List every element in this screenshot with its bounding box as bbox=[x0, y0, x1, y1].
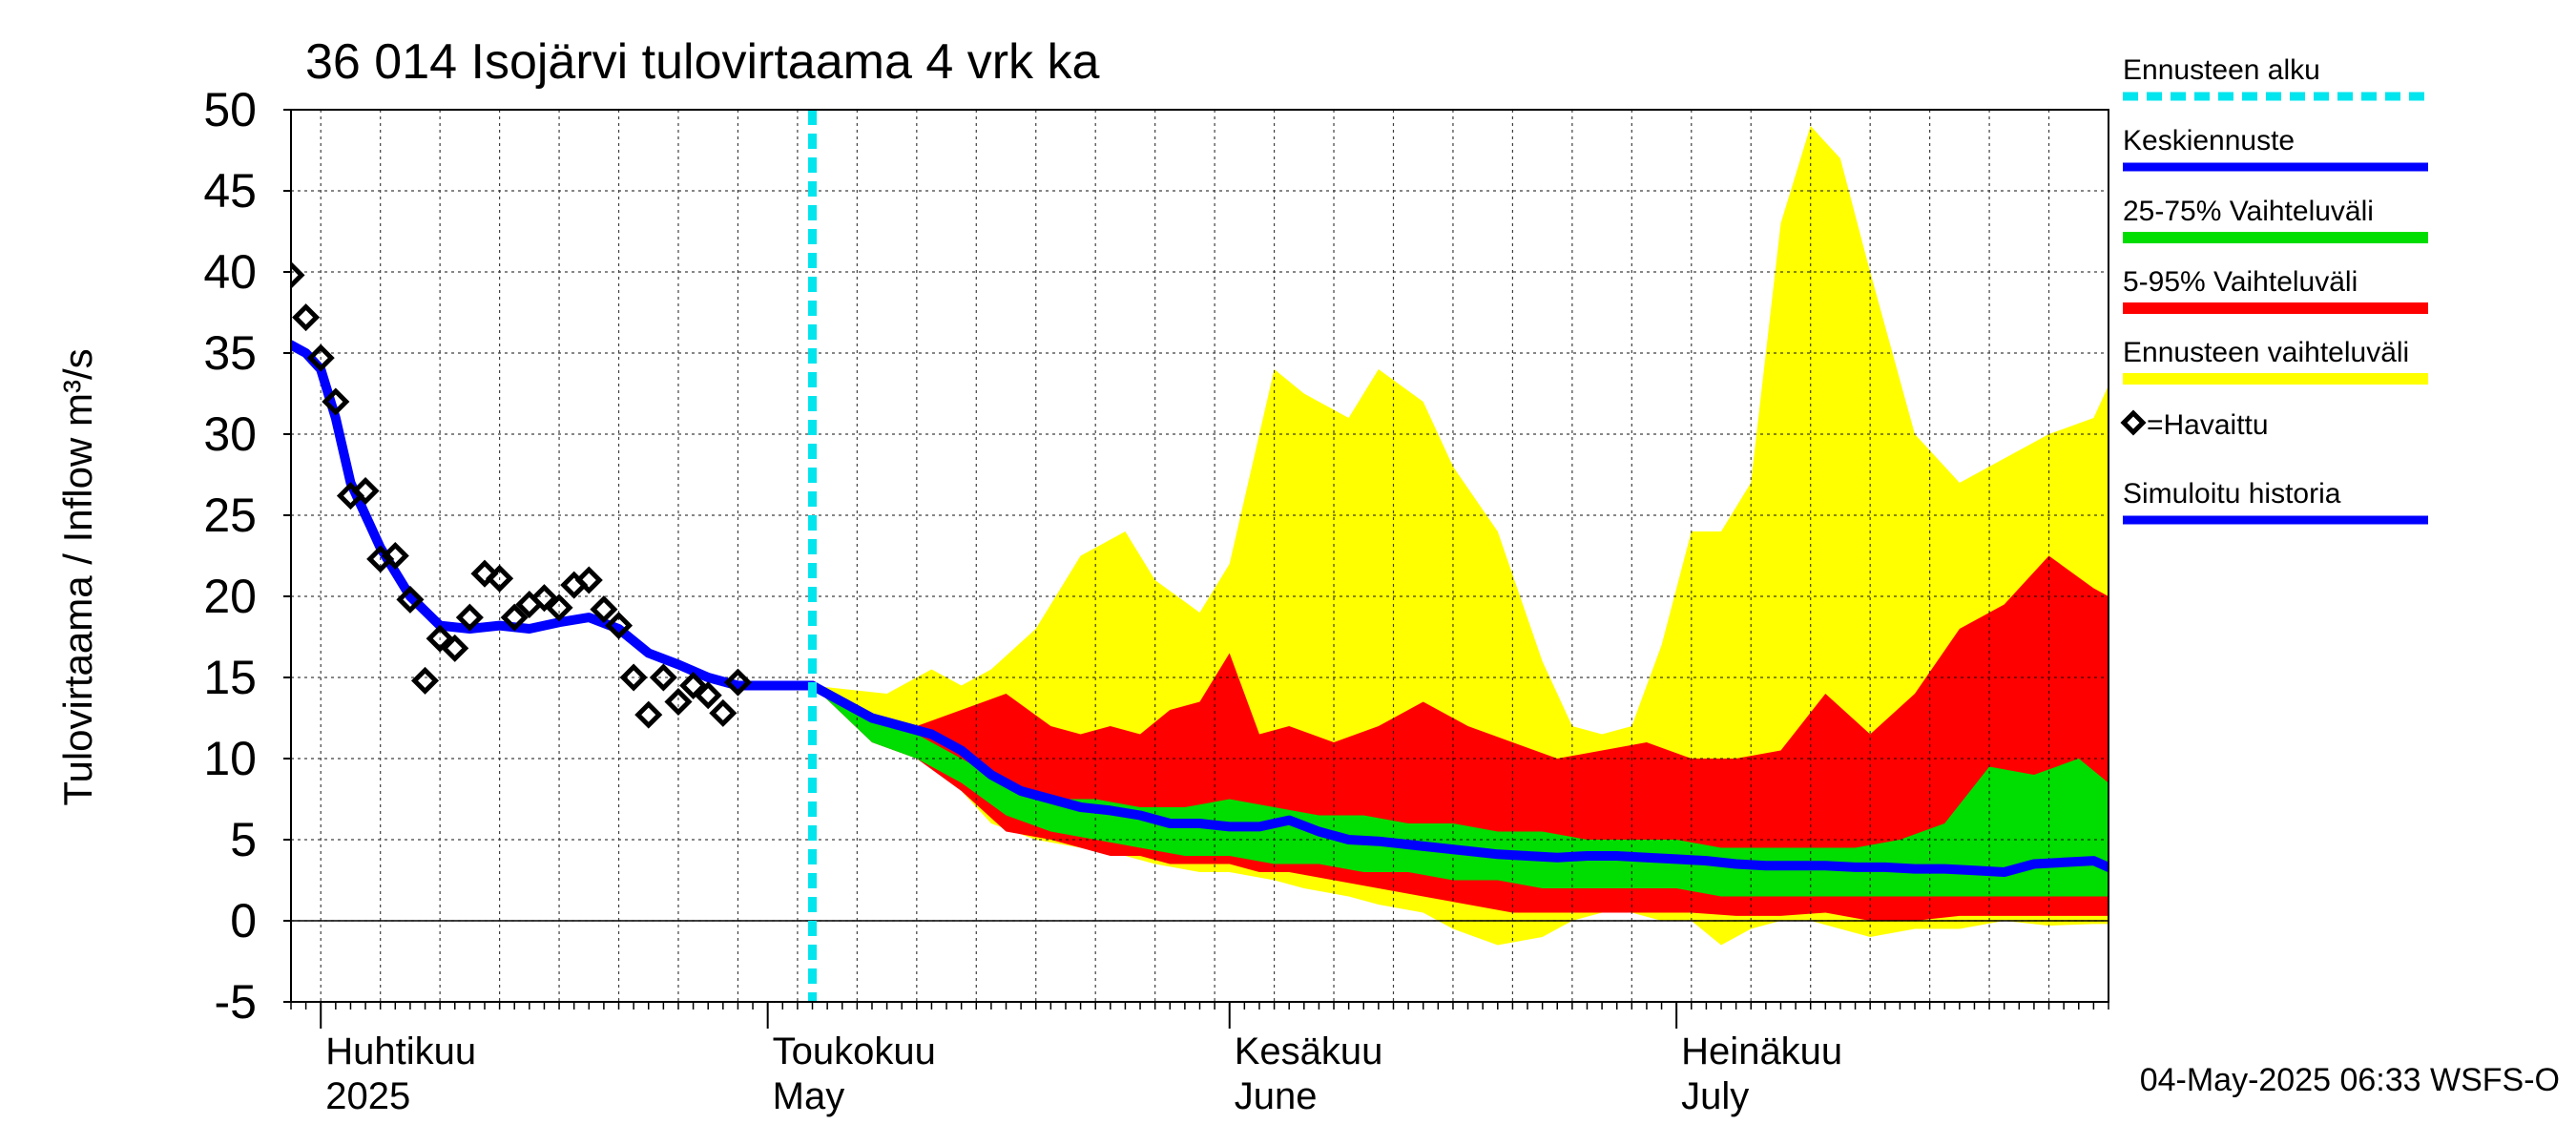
x-month-label: Kesäkuu bbox=[1235, 1030, 1383, 1072]
x-month-sublabel: May bbox=[773, 1075, 845, 1117]
y-axis-label: Tulovirtaama / Inflow m³/s bbox=[55, 348, 100, 805]
footer-timestamp: 04-May-2025 06:33 WSFS-O bbox=[2140, 1062, 2560, 1098]
band-25-75-vaihteluv-li bbox=[812, 685, 2109, 897]
y-tick-label: 45 bbox=[203, 164, 257, 218]
legend-label: Ennusteen alku bbox=[2123, 54, 2320, 86]
legend-label: Keskiennuste bbox=[2123, 125, 2295, 156]
observed-point bbox=[426, 624, 454, 653]
legend-label: 5-95% Vaihteluväli bbox=[2123, 266, 2358, 298]
observed-point bbox=[322, 387, 350, 416]
y-tick-label: 15 bbox=[203, 651, 257, 704]
legend-label: Simuloitu historia bbox=[2123, 478, 2341, 510]
legend-item: Simuloitu historia bbox=[2123, 478, 2428, 525]
observed-point bbox=[410, 666, 440, 695]
observed-point bbox=[441, 634, 469, 662]
observed-point bbox=[292, 303, 321, 332]
observed-point bbox=[634, 700, 663, 729]
observed-point bbox=[455, 603, 484, 632]
observed-point bbox=[723, 668, 752, 697]
observed-point bbox=[709, 698, 737, 727]
observed-point bbox=[574, 566, 603, 594]
legend-item: Keskiennuste bbox=[2123, 125, 2428, 172]
y-tick-label: 30 bbox=[203, 407, 257, 461]
y-tick-label: 0 bbox=[230, 894, 257, 947]
axes: -505101520253035404550Huhtikuu2025Toukok… bbox=[203, 83, 2109, 1117]
legend-label: Ennusteen vaihteluväli bbox=[2123, 337, 2409, 368]
plot-area bbox=[291, 110, 2109, 1002]
y-tick-label: 40 bbox=[203, 245, 257, 299]
legend-item: 5-95% Vaihteluväli bbox=[2123, 266, 2428, 314]
x-month-label: Toukokuu bbox=[773, 1030, 936, 1072]
y-tick-label: 25 bbox=[203, 489, 257, 542]
observed-point bbox=[649, 663, 677, 692]
observed-point bbox=[694, 681, 722, 710]
x-month-sublabel: July bbox=[1681, 1075, 1749, 1117]
observed-point bbox=[619, 663, 648, 692]
x-month-sublabel: 2025 bbox=[325, 1075, 410, 1117]
chart-title: 36 014 Isojärvi tulovirtaama 4 vrk ka bbox=[305, 34, 1099, 90]
observed-point bbox=[351, 476, 380, 506]
legend-item: Ennusteen vaihteluväli bbox=[2123, 337, 2428, 385]
grid bbox=[291, 110, 2109, 1002]
observed-point bbox=[486, 564, 514, 593]
legend-diamond-symbol bbox=[2120, 409, 2147, 436]
x-month-label: Huhtikuu bbox=[325, 1030, 476, 1072]
observed-point bbox=[679, 671, 708, 700]
y-tick-label: 5 bbox=[230, 813, 257, 866]
y-tick-label: 35 bbox=[203, 326, 257, 380]
legend: Ennusteen alku Keskiennuste 25-75% Vaihtel… bbox=[2120, 54, 2428, 525]
legend-label: =Havaittu bbox=[2147, 409, 2269, 441]
observed-point bbox=[306, 344, 335, 372]
observed-point bbox=[291, 260, 305, 289]
observed-point bbox=[664, 687, 693, 717]
observed-point bbox=[470, 559, 499, 588]
observed-point bbox=[604, 612, 634, 640]
x-month-sublabel: June bbox=[1235, 1075, 1318, 1117]
observed-point bbox=[530, 584, 558, 613]
y-tick-label: 10 bbox=[203, 732, 257, 785]
observed-point bbox=[590, 595, 618, 624]
line-keskiennuste bbox=[807, 680, 2109, 877]
observed-point bbox=[545, 593, 573, 622]
y-tick-label: -5 bbox=[215, 975, 257, 1029]
legend-label: 25-75% Vaihteluväli bbox=[2123, 196, 2374, 227]
x-month-label: Heinäkuu bbox=[1681, 1030, 1842, 1072]
plot-inner bbox=[291, 110, 2109, 1002]
legend-item: 25-75% Vaihteluväli bbox=[2123, 196, 2428, 243]
legend-item: =Havaittu bbox=[2120, 409, 2269, 441]
legend-item: Ennusteen alku bbox=[2123, 54, 2428, 101]
observed-point bbox=[381, 541, 409, 571]
observed-point bbox=[396, 585, 425, 614]
observed-point bbox=[500, 603, 529, 632]
y-tick-label: 50 bbox=[203, 83, 257, 136]
y-tick-label: 20 bbox=[203, 570, 257, 623]
